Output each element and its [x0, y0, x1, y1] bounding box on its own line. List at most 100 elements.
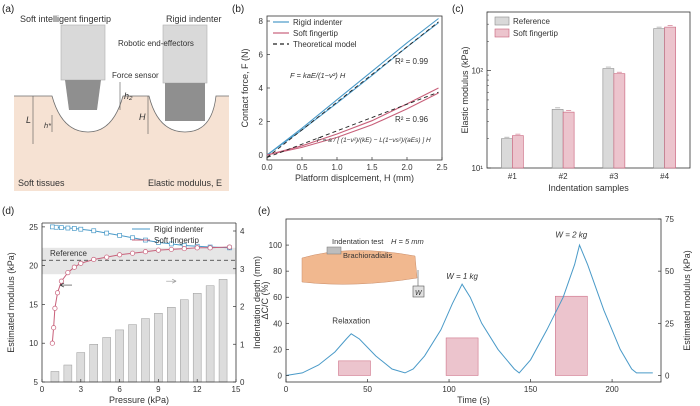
rigid-indenter-tip — [165, 83, 205, 121]
depth-bar — [141, 318, 150, 383]
left-axis-arrow — [59, 282, 72, 288]
y-tick-label: 5 — [34, 378, 39, 387]
x-tick-label: 1.5 — [366, 163, 378, 172]
rigid-indenter-label: Rigid indenter — [166, 14, 222, 24]
rigid-marker — [130, 235, 135, 241]
soft-marker — [78, 260, 84, 266]
legend-label: Soft fingertip — [293, 29, 338, 38]
bar-soft-fingertip — [562, 111, 575, 169]
x-tick-label: 2.0 — [401, 163, 413, 172]
y-axis-label: ΔC/C (%) — [260, 281, 270, 319]
bar-reference — [602, 68, 615, 169]
soft-tissue-label: Soft tissues — [18, 178, 65, 188]
label-h2: h₂ — [124, 91, 133, 101]
bar-reference — [653, 28, 665, 169]
right-axis-arrow — [166, 278, 177, 284]
y2-tick-label: 0 — [240, 378, 245, 387]
y2-tick-label: 4 — [240, 227, 245, 236]
soft-marker — [104, 254, 110, 260]
soft-fingertip-line — [266, 87, 439, 156]
soft-marker — [49, 340, 55, 346]
x-tick-label: 100 — [442, 385, 456, 394]
capacitance-line — [285, 243, 653, 376]
x-tick-label: 0 — [40, 385, 45, 394]
soft-marker — [51, 325, 57, 331]
bar-reference — [501, 138, 513, 169]
category-label: #3 — [609, 172, 618, 181]
depth-bar — [76, 352, 86, 383]
soft-marker — [91, 256, 97, 263]
y-tick-label: 0 — [278, 371, 283, 380]
y-tick-label: 60 — [273, 293, 282, 302]
y-tick-label: 10² — [471, 67, 483, 76]
legend-label: Rigid indenter — [154, 225, 204, 234]
soft-marker — [117, 252, 123, 258]
rigid-marker — [59, 225, 64, 231]
legend-swatch — [494, 16, 510, 26]
equation-rigid: F = kaE/(1−ν²) H — [290, 71, 346, 80]
panel-c-letter: (c) — [452, 4, 464, 15]
soft-marker — [181, 246, 187, 252]
y-tick-label: 20 — [29, 262, 38, 271]
y2-tick-label: 3 — [240, 265, 245, 274]
panel-b-letter: (b) — [232, 4, 244, 15]
soft-marker — [168, 246, 174, 252]
depth-bar — [192, 293, 202, 383]
legend-label: Reference — [513, 17, 550, 26]
bar-soft-fingertip — [664, 26, 676, 169]
depth-bar — [50, 371, 60, 383]
panel-e-letter: (e) — [258, 206, 270, 217]
soft-marker — [226, 244, 233, 250]
y2-axis-label: Estimated modulus (kPa) — [682, 250, 692, 351]
depth-bar — [154, 313, 163, 383]
y-tick-label: 2 — [259, 117, 264, 126]
rigid-marker — [117, 233, 122, 238]
x-axis-label: Pressure (kPa) — [109, 395, 169, 405]
soft-fingertip-label: Soft intelligent fingertip — [20, 14, 111, 24]
y2-tick-label: 75 — [665, 215, 674, 224]
depth-bar — [180, 299, 189, 383]
y-tick-label: 8 — [259, 17, 264, 26]
soft-marker — [207, 245, 213, 251]
effector-label: Robotic end-effectors — [118, 39, 194, 48]
bar-soft-fingertip — [613, 73, 626, 169]
soft-fingertip-effector — [60, 24, 106, 81]
label-H: H — [139, 112, 146, 122]
depth-bar — [63, 364, 73, 383]
rigid-marker — [168, 241, 174, 247]
reference-label: Reference — [50, 249, 87, 258]
y-tick-label: 100 — [269, 241, 283, 250]
panel-e: (e) Indentation test H = 5 mm Brachiorad… — [258, 206, 692, 405]
y2-tick-label: 1 — [240, 340, 245, 349]
x-tick-label: 50 — [363, 385, 372, 394]
x-tick-label: 3 — [79, 385, 84, 394]
rigid-indenter-effector — [162, 24, 208, 84]
soft-marker — [194, 245, 200, 251]
category-label: #1 — [508, 172, 517, 181]
depth-bar — [205, 285, 215, 383]
rigid-marker — [53, 224, 59, 230]
x-tick-label: 12 — [193, 385, 202, 394]
label-L: L — [26, 115, 31, 125]
rigid-marker — [91, 228, 97, 234]
inset-muscle-label: Brachioradialis — [343, 251, 392, 260]
bar-soft-fingertip — [512, 135, 524, 169]
w1-label: W = 1 kg — [446, 272, 478, 281]
soft-marker — [52, 305, 58, 311]
x-axis-label: Indentation samples — [548, 183, 629, 193]
relaxation-label: Relaxation — [332, 316, 370, 325]
y-tick-label: 6 — [259, 51, 264, 60]
depth-bar — [102, 337, 111, 383]
x-tick-label: 0.0 — [261, 163, 273, 172]
inset-h-label: H = 5 mm — [391, 237, 424, 246]
soft-marker — [142, 249, 149, 255]
plot-frame — [486, 11, 691, 169]
modulus-bar — [555, 295, 588, 376]
x-axis-label: Platform displcement, H (mm) — [295, 173, 414, 183]
legend-label: Rigid indenter — [293, 18, 343, 27]
rigid-marker — [71, 226, 77, 231]
legend-label: Soft fingertip — [513, 29, 558, 38]
equation-soft: F = a / [ (1−ν²)/(kE) − L(1−νs²)/(aEs) ]… — [317, 137, 431, 144]
r2-rigid: R² = 0.99 — [395, 57, 429, 66]
